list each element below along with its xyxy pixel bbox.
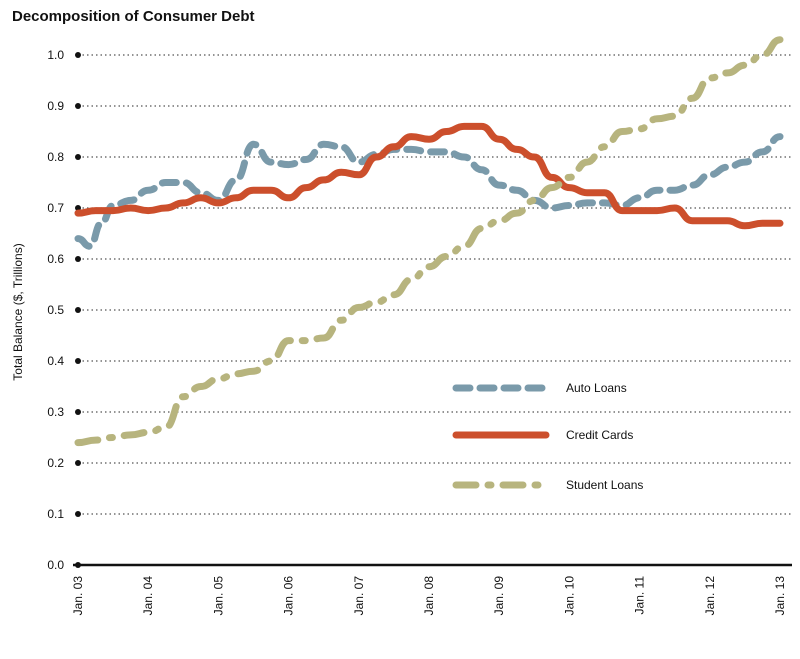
series-line-credit-cards: [74, 122, 784, 230]
y-tick-dot: [75, 154, 81, 160]
x-tick-label: Jan. 11: [633, 576, 647, 615]
x-tick-label: Jan. 04: [141, 576, 155, 616]
y-tick-dot: [75, 460, 81, 466]
y-tick-label: 0.5: [47, 303, 64, 317]
y-tick-dot: [75, 256, 81, 262]
y-tick-label: 0.3: [47, 405, 64, 419]
legend-label: Credit Cards: [566, 428, 633, 442]
legend-label: Student Loans: [566, 478, 643, 492]
y-tick-dot: [75, 205, 81, 211]
series-line-student-loans: [74, 36, 784, 447]
y-tick-dot: [75, 358, 81, 364]
chart-title: Decomposition of Consumer Debt: [12, 8, 255, 25]
x-tick-label: Jan. 13: [773, 576, 787, 616]
y-tick-label: 0.7: [47, 201, 64, 215]
y-tick-label: 0.1: [47, 507, 64, 521]
x-tick-label: Jan. 07: [352, 576, 366, 616]
legend-label: Auto Loans: [566, 381, 627, 395]
axes: 0.0 0.1 0.2 0.3 0.4 0.5 0.6 0.7 0.8 0.9 1.0 Jan. 03…: [11, 48, 792, 615]
y-tick-dot: [75, 511, 81, 517]
y-axis-title: Total Balance ($, Trillions): [11, 243, 25, 380]
y-tick-label: 0.8: [47, 150, 64, 164]
x-tick-label: Jan. 03: [71, 576, 85, 616]
gridlines: [78, 54, 792, 515]
x-tick-label: Jan. 08: [422, 576, 436, 616]
x-tick-label: Jan. 05: [211, 576, 225, 616]
x-tick-label: Jan. 10: [562, 576, 576, 616]
y-tick-dot: [75, 307, 81, 313]
x-tick-label: Jan. 09: [492, 576, 506, 616]
y-tick-label: 0.6: [47, 252, 64, 266]
y-tick-label: 1.0: [47, 48, 64, 62]
y-tick-dot: [75, 409, 81, 415]
y-tick-label: 0.0: [47, 558, 64, 572]
y-tick-label: 0.9: [47, 99, 64, 113]
y-tick-dot: [75, 52, 81, 58]
y-tick-label: 0.2: [47, 456, 64, 470]
x-tick-label: Jan. 06: [282, 576, 296, 616]
y-tick-dot: [75, 103, 81, 109]
y-tick-label: 0.4: [47, 354, 64, 368]
x-tick-label: Jan. 12: [703, 576, 717, 616]
series-lines: [74, 36, 784, 447]
series-line-auto-loans: [74, 133, 784, 250]
legend: Auto Loans Credit Cards Student Loans: [452, 381, 643, 492]
